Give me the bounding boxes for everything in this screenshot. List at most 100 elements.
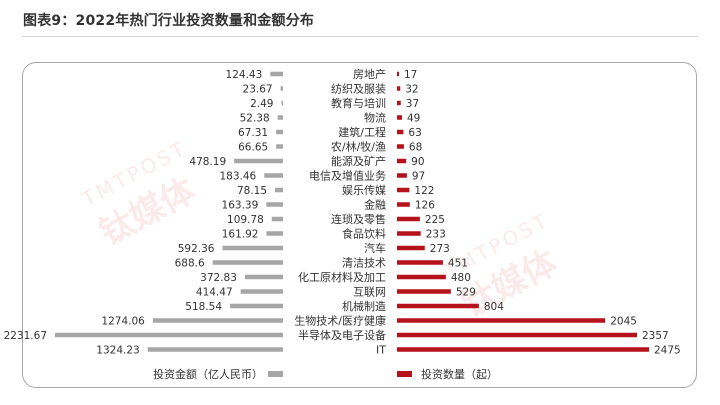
amount-bar (266, 231, 283, 236)
count-data-label: 451 (448, 258, 468, 270)
legend-amount-label: 投资金额（亿人民币） (153, 367, 263, 381)
amount-bar (212, 260, 283, 265)
amount-data-label: 67.31 (238, 127, 268, 139)
amount-bar (230, 303, 283, 309)
title-divider (22, 36, 698, 37)
amount-data-label: 183.46 (220, 171, 257, 183)
amount-bar (147, 347, 283, 352)
amount-bar (277, 115, 283, 120)
category-label: 农/林/牧/渔 (331, 140, 386, 154)
amount-data-label: 1274.06 (101, 316, 145, 328)
amount-bar (264, 173, 283, 178)
category-label: 建筑/工程 (338, 125, 386, 139)
amount-bar (270, 71, 283, 77)
amount-data-label: 2231.67 (4, 330, 47, 342)
category-label: 清洁技术 (342, 257, 386, 270)
count-data-label: 49 (407, 113, 420, 125)
category-label: 教育与培训 (331, 96, 386, 110)
count-bar (397, 216, 420, 222)
count-bar (397, 173, 407, 178)
count-data-label: 804 (484, 301, 504, 313)
count-data-label: 32 (405, 84, 418, 96)
legend-count-label: 投资数量（起） (421, 367, 498, 381)
amount-data-label: 518.54 (185, 301, 222, 313)
amount-data-label: 688.6 (175, 258, 205, 270)
count-data-label: 273 (430, 243, 450, 255)
category-label: 连琐及零售 (331, 212, 386, 226)
category-label: 互联网 (353, 286, 386, 299)
count-bar (397, 158, 407, 164)
count-data-label: 37 (406, 98, 419, 110)
category-label: 生物技术/医疗健康 (294, 314, 386, 328)
count-bar (397, 202, 410, 207)
count-data-label: 2045 (610, 316, 637, 328)
category-label: 物流 (364, 111, 386, 125)
count-bar (397, 303, 479, 309)
count-bar (397, 115, 402, 120)
count-data-label: 17 (404, 69, 417, 81)
count-data-label: 90 (411, 156, 424, 168)
amount-bar (152, 318, 283, 323)
category-label: 金融 (364, 198, 386, 212)
count-data-label: 2475 (654, 345, 681, 357)
category-label: 食品饮料 (342, 227, 386, 241)
count-bar (397, 289, 451, 294)
category-label: 汽车 (364, 241, 386, 255)
legend-amount-swatch (268, 371, 283, 377)
amount-bar (234, 158, 283, 164)
count-bar (397, 318, 606, 323)
amount-data-label: 592.36 (178, 243, 215, 255)
amount-bar (240, 289, 283, 294)
category-label: 娱乐传媒 (342, 183, 386, 197)
amount-data-label: 23.67 (243, 84, 273, 96)
amount-bar (222, 245, 283, 251)
chart-title: 图表9：2022年热门行业投资数量和金额分布 (23, 13, 315, 29)
amount-bar (281, 100, 283, 106)
count-bar (397, 274, 446, 280)
count-data-label: 233 (426, 229, 446, 241)
count-bar (397, 86, 401, 91)
amount-bar (280, 86, 283, 91)
count-data-label: 122 (414, 185, 434, 197)
amount-data-label: 66.65 (238, 142, 268, 154)
count-data-label: 63 (408, 127, 421, 139)
count-bar (397, 347, 649, 352)
amount-data-label: 109.78 (227, 214, 264, 226)
count-bar (397, 100, 401, 106)
count-data-label: 126 (415, 200, 435, 212)
amount-data-label: 124.43 (226, 69, 263, 81)
count-data-label: 97 (412, 171, 425, 183)
amount-data-label: 1324.23 (96, 345, 139, 357)
count-data-label: 529 (456, 287, 476, 299)
legend-count-swatch (397, 371, 412, 377)
amount-data-label: 414.47 (196, 287, 233, 299)
amount-bar (275, 187, 283, 193)
count-bar (397, 129, 404, 135)
count-bar (397, 71, 399, 77)
category-label: 能源及矿产 (331, 154, 386, 168)
amount-bar (55, 332, 283, 338)
amount-bar (276, 129, 283, 135)
amount-bar (266, 202, 283, 207)
amount-data-label: 372.83 (200, 272, 237, 284)
count-bar (397, 260, 443, 265)
amount-data-label: 2.49 (250, 98, 273, 110)
amount-bar (244, 274, 283, 280)
category-label: 房地产 (353, 67, 386, 81)
amount-data-label: 78.15 (237, 185, 267, 197)
count-data-label: 68 (409, 142, 422, 154)
category-label: 机械制造 (342, 299, 386, 313)
amount-data-label: 478.19 (189, 156, 226, 168)
amount-data-label: 163.39 (222, 200, 259, 212)
category-label: 化工原材料及加工 (298, 270, 386, 284)
count-bar (397, 332, 637, 338)
category-label: 纺织及服装 (331, 82, 386, 96)
amount-bar (271, 216, 283, 222)
category-label: IT (376, 344, 386, 357)
count-data-label: 2357 (642, 330, 669, 342)
count-bar (397, 144, 404, 149)
amount-bar (276, 144, 283, 149)
amount-data-label: 52.38 (240, 113, 270, 125)
count-bar (397, 245, 425, 251)
